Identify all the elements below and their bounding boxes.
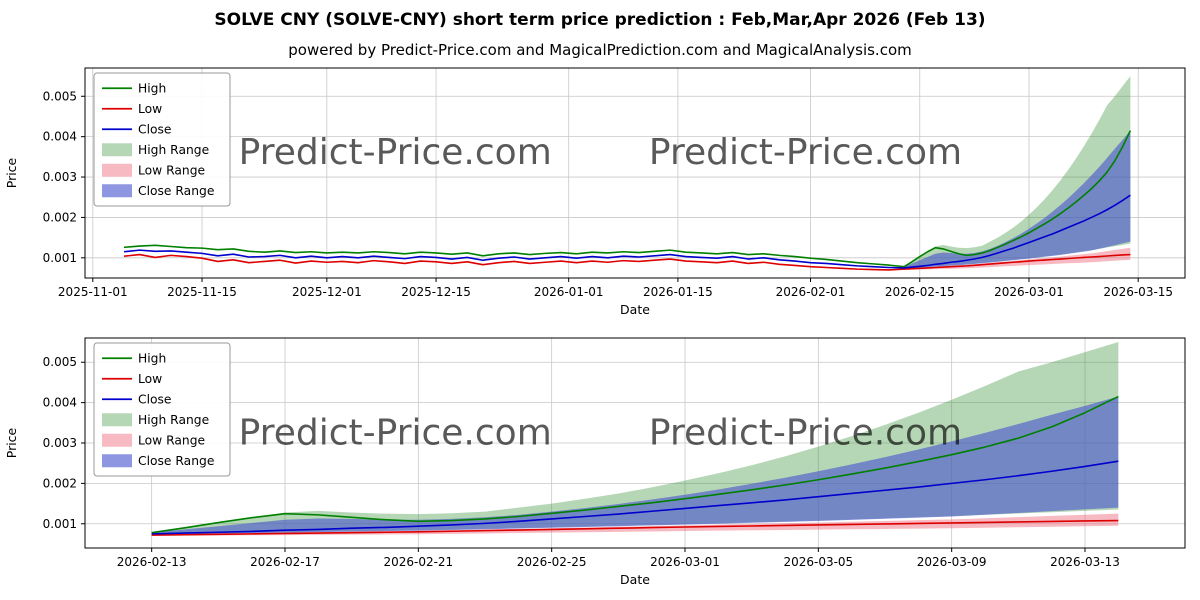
prediction-detail-chart: Predict-Price.com Predict-Price.com 0.001 0… xyxy=(4,337,1186,587)
plot-border xyxy=(84,67,1186,279)
y-tick-label: 0.003 xyxy=(43,436,77,450)
low-line xyxy=(151,519,1119,536)
legend-label: High xyxy=(138,352,166,366)
y-tick-label: 0.005 xyxy=(43,89,77,103)
legend-low_range-swatch xyxy=(102,433,132,447)
legend-label: Close Range xyxy=(138,454,214,468)
legend-label: Close xyxy=(138,393,172,407)
legend-label: High Range xyxy=(138,143,209,157)
watermark-text: Predict-Price.com xyxy=(239,413,552,454)
page-title: SOLVE CNY (SOLVE-CNY) short term price p… xyxy=(214,10,986,30)
x-tick-label: 2026-02-15 xyxy=(885,285,955,299)
legend-label: Low Range xyxy=(138,434,205,448)
y-tick-label: 0.004 xyxy=(43,396,77,410)
y-tick-label: 0.004 xyxy=(43,130,77,144)
x-tick-label: 2026-01-15 xyxy=(643,285,713,299)
close-line xyxy=(151,460,1119,535)
x-tick-label: 2025-11-15 xyxy=(167,285,237,299)
legend-label: Close Range xyxy=(138,184,214,198)
legend-box xyxy=(93,72,231,207)
y-tick-label: 0.001 xyxy=(43,517,77,531)
y-tick-label: 0.002 xyxy=(43,476,77,490)
watermark-text: Predict-Price.com xyxy=(649,132,962,173)
x-tick-label: 2026-03-05 xyxy=(783,555,853,569)
y-tick-label: 0.005 xyxy=(43,355,77,369)
legend-box xyxy=(93,342,231,477)
x-tick-label: 2026-02-17 xyxy=(250,555,320,569)
price-axis-label: Price xyxy=(4,157,19,188)
watermark-text: Predict-Price.com xyxy=(649,413,962,454)
x-tick-label: 2026-02-01 xyxy=(776,285,846,299)
x-tick-label: 2026-03-09 xyxy=(917,555,987,569)
legend-label: Close xyxy=(138,123,172,137)
legend-low_range-swatch xyxy=(102,163,132,177)
close-line xyxy=(123,194,1131,269)
page-subtitle: powered by Predict-Price.com and Magical… xyxy=(288,41,912,59)
date-axis-label: Date xyxy=(620,302,650,317)
x-tick-label: 2025-11-01 xyxy=(58,285,128,299)
x-tick-label: 2026-03-01 xyxy=(994,285,1064,299)
legend-close_range-swatch xyxy=(102,454,132,468)
legend-label: High xyxy=(138,82,166,96)
y-tick-label: 0.001 xyxy=(43,251,77,265)
low-line xyxy=(123,253,1131,271)
legend-label: Low Range xyxy=(138,164,205,178)
x-tick-label: 2026-02-21 xyxy=(383,555,453,569)
x-tick-label: 2026-03-01 xyxy=(650,555,720,569)
x-tick-label: 2025-12-01 xyxy=(292,285,362,299)
close-range-band xyxy=(151,396,1119,535)
x-tick-label: 2026-03-13 xyxy=(1050,555,1120,569)
legend-label: Low xyxy=(138,372,162,386)
y-tick-label: 0.003 xyxy=(43,170,77,184)
x-tick-label: 2026-03-15 xyxy=(1103,285,1173,299)
high-line xyxy=(123,130,1132,268)
high-line xyxy=(151,395,1119,534)
legend-label: High Range xyxy=(138,413,209,427)
y-tick-label: 0.002 xyxy=(43,210,77,224)
x-tick-label: 2026-01-01 xyxy=(534,285,604,299)
watermark-text: Predict-Price.com xyxy=(239,132,552,173)
price-axis-label: Price xyxy=(4,427,19,458)
legend-close_range-swatch xyxy=(102,184,132,198)
x-tick-label: 2026-02-25 xyxy=(517,555,587,569)
legend-high_range-swatch xyxy=(102,143,132,157)
date-axis-label: Date xyxy=(620,572,650,587)
overview-price-chart: Predict-Price.com Predict-Price.com 0.001 0… xyxy=(4,67,1186,317)
legend-high_range-swatch xyxy=(102,413,132,427)
close-range-band xyxy=(904,130,1131,269)
x-tick-label: 2025-12-15 xyxy=(401,285,471,299)
x-tick-label: 2026-02-13 xyxy=(117,555,187,569)
legend-label: Low xyxy=(138,102,162,116)
